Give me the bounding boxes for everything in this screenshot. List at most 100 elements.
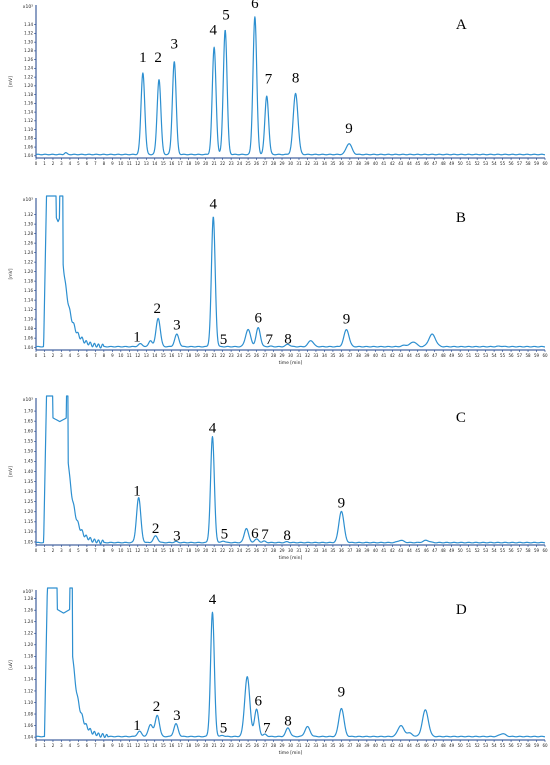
y-tick-label: 1.16 — [24, 101, 33, 106]
y-tick-label: 1.22 — [24, 259, 33, 264]
x-tick-label: 34 — [322, 353, 328, 358]
x-tick-label: 18 — [186, 743, 192, 748]
y-tick-label: 1.32 — [24, 212, 33, 217]
peak-label: 6 — [251, 0, 259, 12]
x-tick-label: 57 — [517, 161, 523, 166]
peak-label: 7 — [266, 332, 274, 348]
x-tick-label: 24 — [237, 161, 243, 166]
x-tick-label: 30 — [288, 743, 294, 748]
x-tick-label: 39 — [364, 161, 370, 166]
x-tick-label: 25 — [246, 353, 252, 358]
x-tick-label: 8 — [103, 548, 106, 553]
x-tick-label: 16 — [169, 548, 175, 553]
x-tick-label: 53 — [483, 743, 489, 748]
x-tick-label: 32 — [305, 353, 311, 358]
x-tick-label: 7 — [94, 161, 97, 166]
y-tick-label: 1.40 — [24, 469, 33, 474]
x-tick-label: 50 — [458, 353, 464, 358]
x-tick-label: 16 — [169, 743, 175, 748]
x-tick-label: 4 — [69, 353, 72, 358]
x-tick-label: 2 — [52, 743, 55, 748]
x-tick-label: 6 — [86, 161, 89, 166]
x-tick-label: 39 — [364, 353, 370, 358]
chromatogram-panel-c: x10³ 1.05 1.10 1.15 1.20 1.25 1.30 1.35 1.40 1.45… — [8, 395, 548, 561]
chromatogram-trace — [35, 16, 546, 156]
y-tick-label: 1.18 — [24, 278, 33, 283]
peak-label: 7 — [265, 72, 273, 88]
x-tick-label: 51 — [466, 548, 472, 553]
x-tick-label: 35 — [330, 548, 336, 553]
x-tick-label: 31 — [296, 743, 302, 748]
x-tick-label: 18 — [186, 161, 192, 166]
x-tick-label: 41 — [381, 161, 387, 166]
x-tick-label: 46 — [424, 353, 430, 358]
y-axis-label: [mV] — [8, 76, 14, 87]
panel-letter: A — [456, 17, 467, 33]
x-tick-label: 58 — [525, 743, 531, 748]
x-tick-label: 30 — [288, 353, 294, 358]
peak-label: 6 — [255, 693, 263, 709]
y-tick-label: 1.22 — [24, 74, 33, 79]
x-tick-label: 20 — [203, 548, 209, 553]
y-tick-label: 1.08 — [24, 326, 33, 331]
peak-label: 6 — [251, 526, 259, 542]
peak-label: 2 — [154, 301, 162, 317]
peak-label: 1 — [133, 329, 141, 345]
x-tick-label: 49 — [449, 353, 455, 358]
x-tick-label: 46 — [424, 548, 430, 553]
x-tick-label: 36 — [339, 161, 345, 166]
x-tick-label: 31 — [296, 353, 302, 358]
y-tick-label: 1.28 — [24, 231, 33, 236]
x-tick-label: 15 — [161, 743, 167, 748]
x-tick-label: 33 — [313, 548, 319, 553]
peak-label: 2 — [153, 699, 161, 715]
x-tick-label: 22 — [220, 353, 226, 358]
x-tick-label: 22 — [220, 743, 226, 748]
x-tick-label: 32 — [305, 548, 311, 553]
x-tick-label: 44 — [407, 548, 413, 553]
x-tick-label: 27 — [263, 743, 269, 748]
x-tick-label: 31 — [296, 548, 302, 553]
x-tick-label: 35 — [330, 353, 336, 358]
peak-label: 5 — [220, 721, 228, 737]
y-tick-label: 1.18 — [24, 654, 33, 659]
chromatogram-trace — [35, 395, 546, 545]
x-tick-label: 56 — [509, 743, 515, 748]
x-tick-label: 21 — [212, 548, 218, 553]
y-tick-label: 1.50 — [24, 449, 33, 454]
x-tick-label: 26 — [254, 548, 260, 553]
y-tick-label: 1.06 — [24, 723, 33, 728]
y-tick-label: 1.15 — [24, 519, 33, 524]
x-tick-label: 9 — [111, 743, 114, 748]
x-tick-label: 30 — [288, 548, 294, 553]
x-tick-label: 49 — [449, 161, 455, 166]
x-tick-label: 2 — [52, 161, 55, 166]
x-tick-label: 22 — [220, 161, 226, 166]
x-tick-label: 1 — [43, 548, 46, 553]
peak-label: 8 — [284, 714, 292, 730]
x-tick-label: 47 — [432, 353, 438, 358]
x-tick-label: 12 — [135, 548, 141, 553]
x-tick-label: 24 — [237, 353, 243, 358]
x-tick-label: 34 — [322, 548, 328, 553]
x-tick-label: 11 — [127, 548, 133, 553]
x-tick-label: 58 — [525, 161, 531, 166]
x-tick-label: 30 — [288, 161, 294, 166]
x-tick-label: 36 — [339, 548, 345, 553]
x-tick-label: 4 — [69, 161, 72, 166]
x-tick-label: 41 — [381, 548, 387, 553]
x-tick-label: 59 — [534, 353, 540, 358]
peak-label: 1 — [139, 50, 147, 66]
y-tick-label: 1.24 — [24, 66, 33, 71]
y-tick-label: 1.10 — [24, 316, 33, 321]
x-tick-label: 27 — [263, 161, 269, 166]
x-tick-label: 34 — [322, 743, 328, 748]
chromatogram-trace — [35, 587, 546, 739]
x-tick-label: 15 — [161, 161, 167, 166]
x-tick-label: 55 — [500, 548, 506, 553]
x-tick-label: 0 — [35, 161, 38, 166]
y-tick-label: 1.04 — [24, 734, 33, 739]
peak-label: 3 — [173, 529, 181, 545]
peak-label: 8 — [283, 528, 291, 544]
